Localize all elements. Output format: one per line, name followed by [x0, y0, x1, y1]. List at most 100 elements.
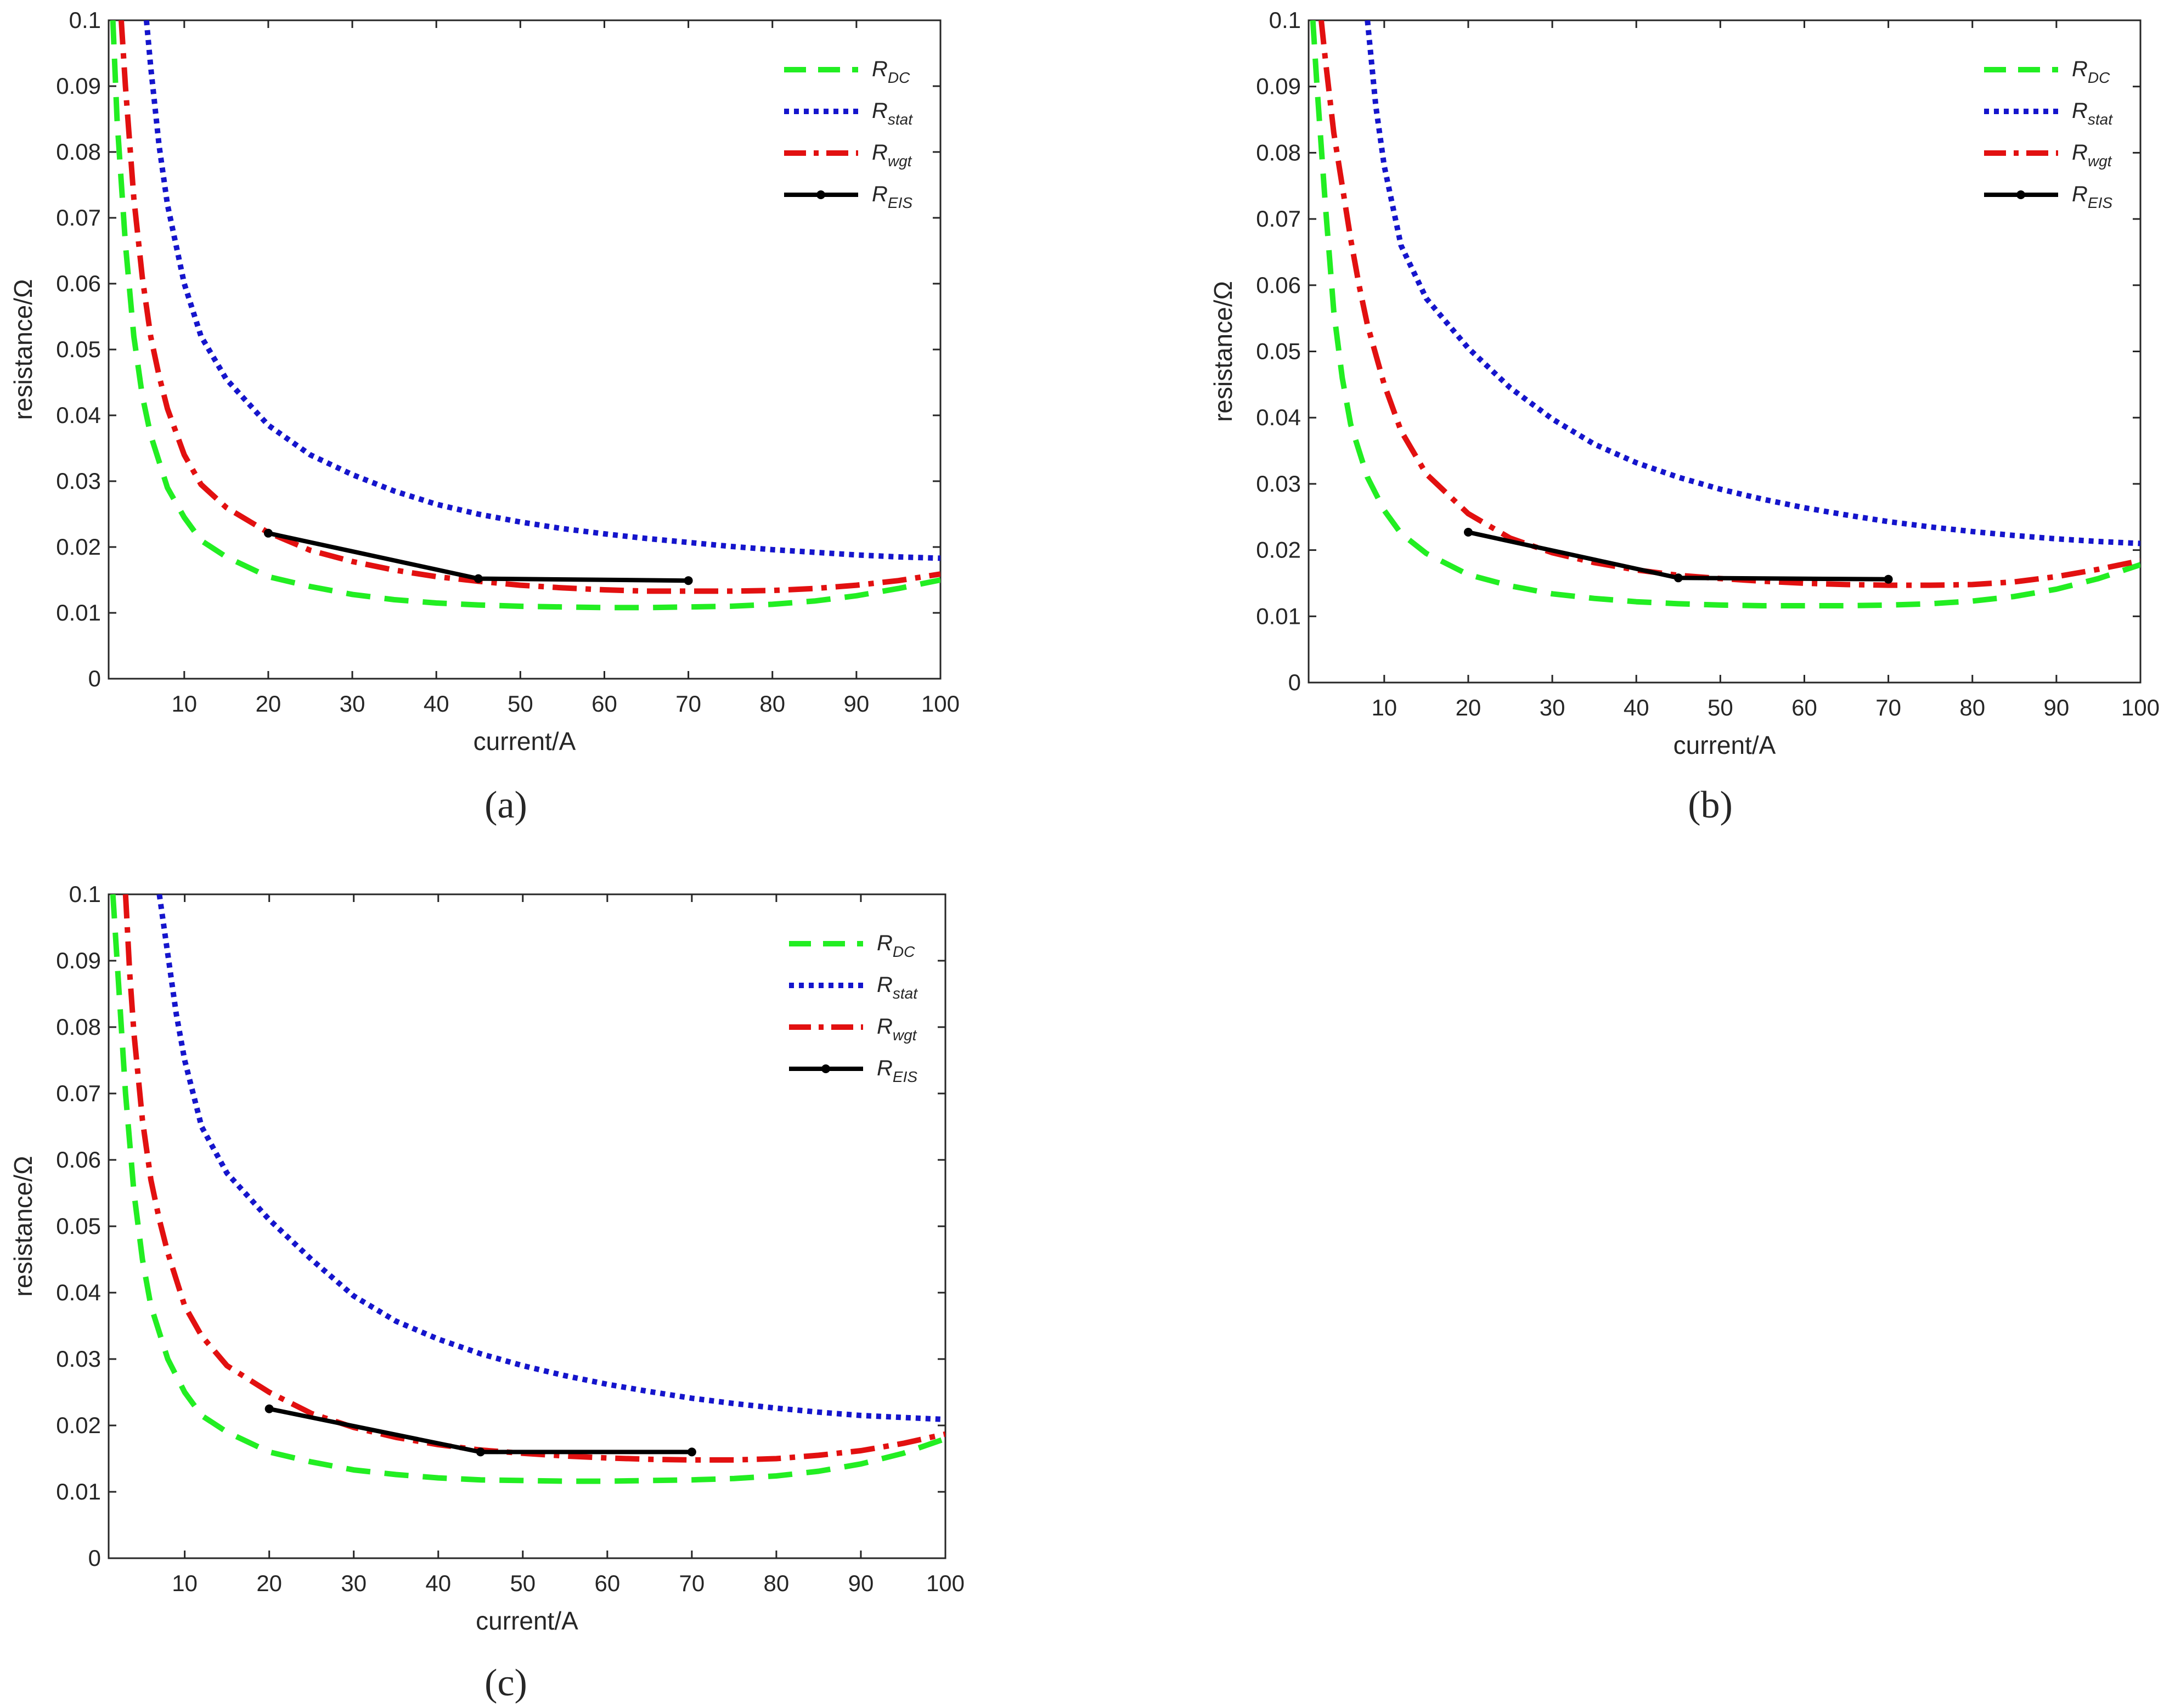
legend-marker [2016, 190, 2025, 199]
y-tick-label: 0 [1288, 669, 1301, 695]
y-tick-label: 0.06 [56, 270, 101, 296]
x-tick-label: 40 [1624, 695, 1649, 720]
x-axis-label: current/A [1673, 731, 1776, 759]
x-tick-label: 60 [594, 1570, 620, 1596]
y-tick-label: 0.08 [1256, 139, 1301, 165]
data-point-r-eis [1463, 528, 1473, 537]
data-point-r-eis [263, 528, 273, 538]
x-tick-label: 10 [172, 1570, 198, 1596]
x-tick-label: 50 [510, 1570, 536, 1596]
x-tick-label: 80 [764, 1570, 790, 1596]
data-point-r-eis [684, 576, 693, 585]
y-tick-label: 0.08 [56, 139, 101, 165]
legend-label-r-wgt: Rwgt [877, 1014, 917, 1044]
x-tick-label: 20 [256, 691, 281, 717]
legend-label-r-eis: REIS [872, 182, 912, 211]
y-tick-label: 0.02 [56, 534, 101, 560]
x-tick-label: 30 [340, 691, 365, 717]
x-tick-label: 60 [591, 691, 617, 717]
y-tick-label: 0.09 [56, 948, 101, 973]
x-tick-label: 100 [926, 1570, 965, 1596]
y-tick-label: 0.06 [56, 1147, 101, 1173]
legend: RDC Rstat Rwgt REIS [1984, 57, 2113, 211]
y-tick-label: 0.02 [1256, 537, 1301, 563]
series-line-r-dc [110, 20, 940, 611]
y-axis-label: resistance/Ω [9, 279, 37, 420]
legend-label-r-dc: RDC [872, 57, 910, 86]
y-tick-label: 0.04 [56, 1279, 101, 1305]
y-tick-label: 0.1 [69, 881, 101, 907]
x-axis-label: current/A [474, 727, 576, 756]
y-tick-label: 0.01 [56, 600, 101, 625]
panel-caption: (a) [484, 784, 527, 826]
data-point-r-eis [474, 574, 483, 583]
series-line-r-stat [156, 894, 945, 1423]
legend-label-r-dc: RDC [877, 931, 915, 960]
y-tick-label: 0.07 [1256, 206, 1301, 232]
legend-label-r-eis: REIS [2072, 182, 2112, 211]
y-tick-label: 0.04 [1256, 404, 1301, 430]
x-tick-label: 10 [171, 691, 197, 717]
x-tick-label: 20 [1456, 695, 1481, 720]
chart-panel-2: 0 0.01 0.02 0.03 0.04 0.05 0.06 0.07 0.08 0.09 0.1… [1209, 7, 2160, 759]
x-tick-label: 80 [1959, 695, 1985, 720]
series-line-r-wgt [119, 20, 940, 594]
series-line-r-stat [1365, 20, 2140, 546]
x-tick-label: 30 [1540, 695, 1565, 720]
y-tick-label: 0.06 [1256, 272, 1301, 298]
plot-area-frame [108, 893, 946, 1559]
legend-label-r-dc: RDC [2072, 57, 2110, 86]
y-tick-label: 0.05 [56, 336, 101, 362]
legend: RDC Rstat Rwgt REIS [789, 931, 918, 1085]
y-tick-label: 0.09 [1256, 74, 1301, 99]
x-tick-label: 30 [341, 1570, 367, 1596]
x-tick-label: 40 [425, 1570, 451, 1596]
legend-label-r-wgt: Rwgt [2072, 140, 2112, 170]
series-line-r-dc [1310, 20, 2140, 608]
y-tick-label: 0.08 [56, 1014, 101, 1040]
x-tick-label: 70 [1875, 695, 1901, 720]
legend: RDC Rstat Rwgt REIS [784, 57, 913, 211]
chart-panel-3: 0 0.01 0.02 0.03 0.04 0.05 0.06 0.07 0.08 0.09 0.1… [9, 881, 965, 1635]
legend-marker [821, 1064, 830, 1073]
x-tick-label: 50 [1708, 695, 1733, 720]
x-tick-label: 50 [508, 691, 533, 717]
y-tick-label: 0.01 [1256, 603, 1301, 629]
y-tick-label: 0.1 [1269, 7, 1301, 33]
data-point-r-eis [1673, 573, 1683, 583]
y-tick-label: 0.03 [1256, 471, 1301, 497]
y-tick-label: 0.03 [56, 1346, 101, 1372]
x-tick-label: 70 [679, 1570, 705, 1596]
x-tick-label: 90 [844, 691, 870, 717]
x-tick-label: 10 [1371, 695, 1397, 720]
data-point-r-eis [1884, 574, 1893, 584]
x-tick-label: 90 [848, 1570, 874, 1596]
series-line-r-dc [110, 894, 945, 1484]
x-tick-label: 90 [2044, 695, 2070, 720]
chart-panel-1: 0 0.01 0.02 0.03 0.04 0.05 0.06 0.07 0.08 0.09 0.1… [9, 7, 960, 756]
y-tick-label: 0.04 [56, 402, 101, 428]
data-point-r-eis [687, 1447, 696, 1457]
series-line-r-wgt [122, 894, 945, 1463]
legend-label-r-wgt: Rwgt [872, 140, 912, 170]
series-line-r-wgt [1318, 20, 2140, 588]
x-tick-label: 80 [759, 691, 785, 717]
panel-caption: (b) [1688, 784, 1733, 826]
y-tick-label: 0 [88, 1545, 101, 1571]
data-point-r-eis [264, 1404, 274, 1413]
y-tick-label: 0.05 [1256, 339, 1301, 364]
x-tick-label: 40 [424, 691, 449, 717]
y-axis-label: resistance/Ω [1209, 281, 1237, 422]
x-tick-label: 20 [256, 1570, 282, 1596]
legend-marker [816, 190, 825, 199]
x-tick-label: 100 [2121, 695, 2160, 720]
series-line-r-eis [268, 1406, 692, 1455]
legend-label-r-stat: Rstat [877, 973, 918, 1002]
y-tick-label: 0.1 [69, 7, 101, 33]
legend-label-r-stat: Rstat [2072, 99, 2113, 128]
series-line-r-stat [143, 20, 940, 561]
x-axis-label: current/A [476, 1606, 578, 1635]
y-tick-label: 0.02 [56, 1412, 101, 1438]
x-tick-label: 100 [921, 691, 960, 717]
